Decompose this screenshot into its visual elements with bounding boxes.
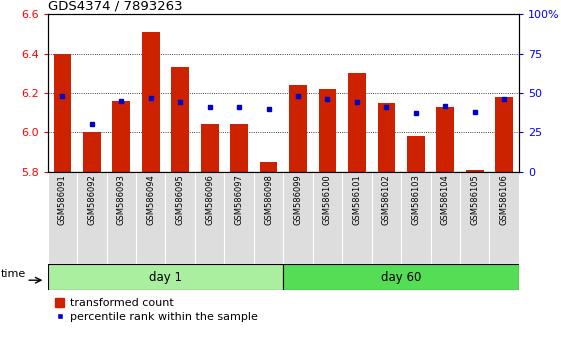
- Bar: [107, 172, 136, 264]
- Text: GSM586098: GSM586098: [264, 175, 273, 225]
- Bar: [53, 53, 71, 172]
- Text: GSM586100: GSM586100: [323, 175, 332, 225]
- Text: GSM586105: GSM586105: [470, 175, 479, 225]
- Bar: [254, 172, 283, 264]
- Bar: [136, 172, 165, 264]
- Bar: [283, 172, 313, 264]
- Bar: [195, 172, 224, 264]
- Text: GSM586106: GSM586106: [500, 175, 509, 225]
- Text: GSM586095: GSM586095: [176, 175, 185, 225]
- Bar: [283, 264, 519, 290]
- Bar: [172, 67, 189, 172]
- Bar: [165, 172, 195, 264]
- Bar: [112, 101, 130, 172]
- Text: GSM586092: GSM586092: [88, 175, 96, 225]
- Text: GSM586102: GSM586102: [382, 175, 391, 225]
- Text: GSM586101: GSM586101: [352, 175, 361, 225]
- Bar: [77, 172, 107, 264]
- Bar: [319, 89, 336, 172]
- Bar: [342, 172, 371, 264]
- Text: GSM586097: GSM586097: [234, 175, 243, 225]
- Bar: [83, 132, 101, 172]
- Bar: [495, 97, 513, 172]
- Bar: [436, 107, 454, 172]
- Bar: [224, 172, 254, 264]
- Text: GSM586099: GSM586099: [293, 175, 302, 225]
- Bar: [48, 264, 283, 290]
- Bar: [289, 85, 307, 172]
- Bar: [313, 172, 342, 264]
- Bar: [407, 136, 425, 172]
- Bar: [48, 172, 77, 264]
- Bar: [260, 162, 278, 172]
- Text: GSM586096: GSM586096: [205, 175, 214, 225]
- Text: day 60: day 60: [381, 270, 421, 284]
- Text: GSM586103: GSM586103: [411, 175, 420, 225]
- Bar: [348, 73, 366, 172]
- Text: GSM586093: GSM586093: [117, 175, 126, 225]
- Text: GSM586091: GSM586091: [58, 175, 67, 225]
- Bar: [466, 170, 484, 172]
- Bar: [431, 172, 460, 264]
- Bar: [378, 103, 395, 172]
- Text: GDS4374 / 7893263: GDS4374 / 7893263: [48, 0, 182, 13]
- Bar: [231, 125, 248, 172]
- Bar: [489, 172, 519, 264]
- Bar: [371, 172, 401, 264]
- Text: time: time: [1, 269, 26, 279]
- Bar: [401, 172, 431, 264]
- Text: GSM586094: GSM586094: [146, 175, 155, 225]
- Bar: [201, 125, 218, 172]
- Text: day 1: day 1: [149, 270, 182, 284]
- Bar: [142, 32, 159, 172]
- Legend: transformed count, percentile rank within the sample: transformed count, percentile rank withi…: [53, 296, 260, 324]
- Bar: [460, 172, 489, 264]
- Text: GSM586104: GSM586104: [441, 175, 450, 225]
